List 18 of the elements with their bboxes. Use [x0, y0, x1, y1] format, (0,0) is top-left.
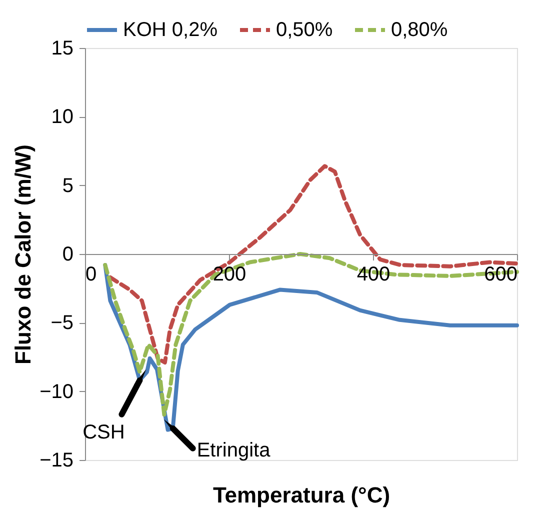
x-tick-label: 200: [212, 264, 246, 286]
y-tick-label: 0: [62, 244, 74, 266]
y-tick-label: −5: [50, 312, 74, 334]
legend-label: KOH 0,2%: [123, 19, 218, 41]
y-tick-label: 5: [62, 174, 74, 197]
y-tick-label: 15: [51, 38, 74, 60]
x-axis-title: Temperatura (°C): [212, 482, 390, 508]
x-tick-label: 0: [86, 264, 97, 286]
line-series: [103, 252, 519, 417]
annotation: CSH: [82, 421, 125, 444]
y-tick-label: −10: [40, 380, 74, 403]
y-tick-label: −15: [40, 450, 74, 472]
y-axis-title: Fluxo de Calor (m/W): [10, 144, 36, 364]
legend-label: 0,50%: [276, 19, 333, 41]
legend-label: 0,80%: [391, 19, 448, 41]
line-series: [108, 164, 519, 364]
y-tick-label: 10: [51, 106, 74, 128]
annotation: Etringita: [196, 439, 272, 462]
